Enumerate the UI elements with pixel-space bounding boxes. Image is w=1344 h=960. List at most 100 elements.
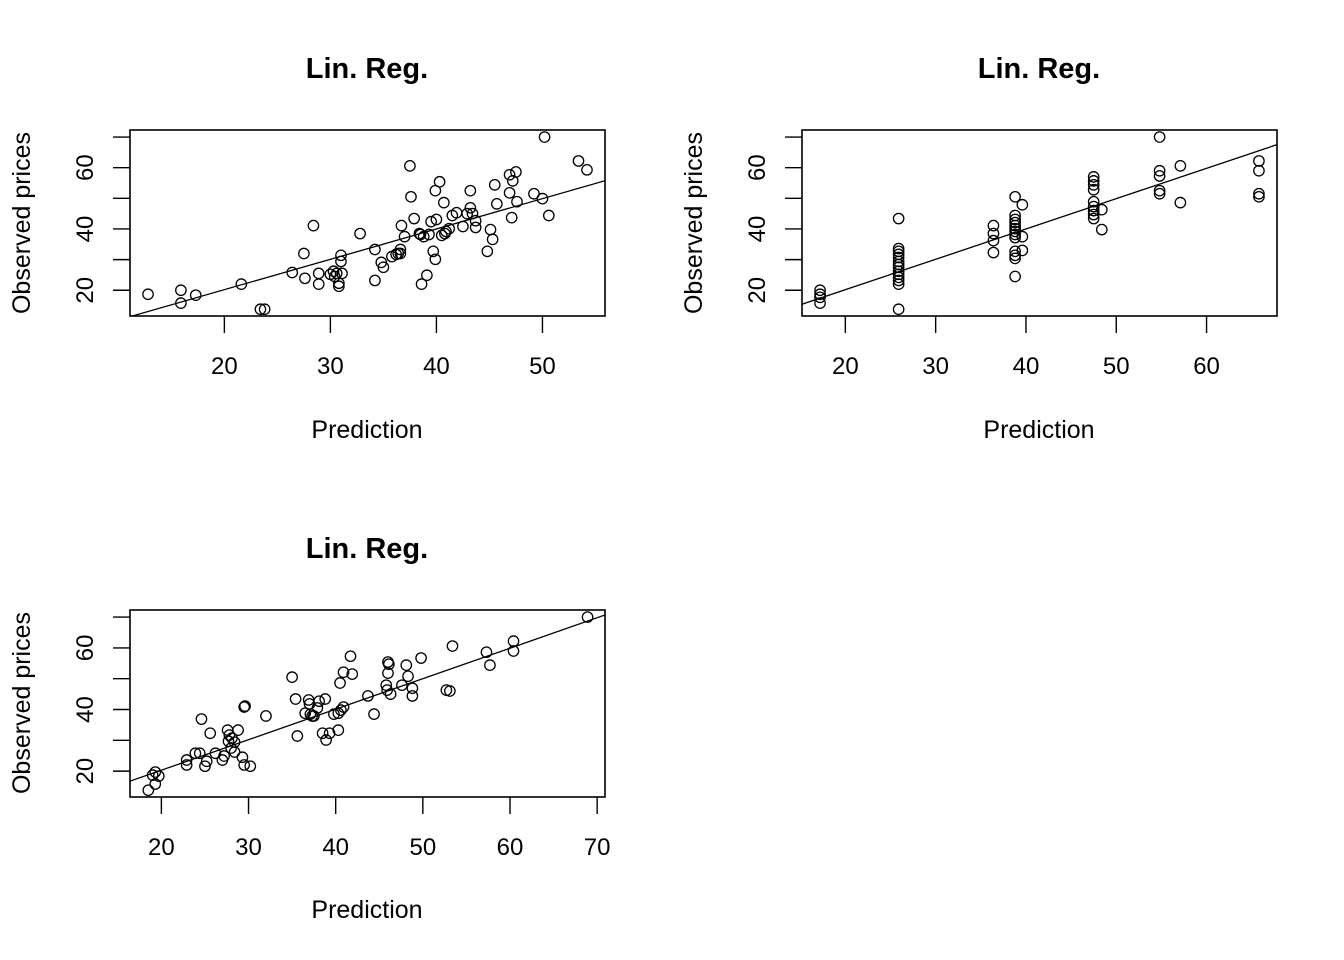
panel-1-data-point [235,278,248,290]
panel-1-xlabel: Prediction [311,416,422,444]
panel-2-data-point [1253,187,1265,200]
panel-3-data-point [400,659,413,671]
panel-1-data-point [572,155,585,167]
panel-1-data-point [437,196,450,209]
panel-2-data-point [1253,155,1265,167]
panel-3-data-point [396,679,408,692]
panel-3-data-point [507,635,520,647]
panel-3-data-point [149,766,162,778]
panel-2-data-point [987,227,1000,240]
panel-2-data-point [1087,171,1100,183]
panel-3-data-point [406,682,419,695]
panel-3-data-point [480,646,493,659]
panel-3-data-point [199,760,211,773]
panel-3-data-point [334,677,346,689]
panel-3-data-point [200,755,213,768]
panel-1-data-point [469,221,482,234]
panel-2-data-point [1153,131,1166,143]
panel-1-data-point [335,255,347,268]
panel-2-ylabel: Observed prices [680,132,708,314]
panel-3-data-point [193,747,206,760]
panel-1-xtick-label: 20 [211,353,238,380]
panel-1-data-point [425,215,437,228]
panel-2-data-point [1009,231,1021,244]
panel-2-data-point [814,284,826,297]
panel-2-data-point [1016,244,1029,257]
panel-1-data-point [457,220,469,233]
panel-3-data-point [384,688,397,700]
panel-1-data-point [461,207,474,220]
panel-3-data-point [313,695,325,708]
panel-3-xtick-label: 40 [322,834,349,861]
panel-2-data-point [1174,160,1187,172]
panel-3-data-point [195,713,208,725]
panel-3-data-point [149,778,162,790]
panel-3: Lin. Reg. Prediction Observed prices 20 3… [8,533,611,924]
panel-1-data-point [369,274,381,287]
panel-1-data-point [327,265,340,278]
panel-2-data-point [892,303,905,316]
panel-1-data-point [542,209,555,222]
panel-1-data-point [423,228,435,241]
panel-2-data-point [1009,252,1021,265]
panel-1-ytick-label: 40 [72,216,99,243]
panel-1-xtick-label: 40 [423,353,450,380]
panel-1-data-point [421,269,433,282]
panel-3-data-point [239,700,251,712]
panel-2-ytick-label: 60 [744,154,771,181]
panel-3-data-point [289,693,302,705]
panel-3-data-point [337,701,350,713]
panel-3-data-point [291,730,304,742]
panel-3-data-point [381,684,393,696]
panel-1-data-point [175,284,187,297]
panel-1-data-point [394,243,407,256]
panel-3-data-point [311,702,324,714]
panel-2-data-point [1087,212,1100,225]
panel-1-data-point [405,190,417,203]
panel-1-data-point [395,219,408,232]
panel-3-data-point [444,685,456,697]
panel-1-data-point [335,249,347,262]
panel-1-data-point [466,207,479,220]
panel-2-data-point [892,265,905,278]
panel-3-ylabel: Observed prices [8,612,36,794]
panel-2-data-point [1087,179,1100,191]
panel-2-plot-frame [801,129,1278,317]
panel-2-data-point [1009,213,1021,226]
panel-2-data-point [1009,190,1021,203]
panel-1-marks: 20 30 40 50 20 40 60 [72,129,606,380]
panel-3-xlabel: Prediction [311,896,422,924]
panel-1-data-point [427,245,440,258]
panel-3-data-point [218,750,230,762]
panel-2-data-point [1016,230,1029,243]
panel-2-xtick-label: 40 [1013,353,1040,380]
panel-3-title: Lin. Reg. [306,533,428,565]
panel-1-data-point [258,303,271,316]
panel-2-data-point [987,219,1000,232]
panel-2-xtick-label: 60 [1193,353,1220,380]
panel-3-ytick-label: 60 [72,635,99,662]
panel-2-data-point [1153,164,1166,177]
panel-1-data-point [430,213,443,226]
panel-1-data-point [505,211,518,224]
panel-2-data-point [1095,223,1108,236]
panel-1-data-point [312,278,325,290]
panel-2-data-point [1016,198,1029,211]
panel-2-ytick-label: 40 [744,216,771,243]
panel-3-regression-line [130,614,605,782]
panel-3-data-point [228,746,241,758]
panel-1-data-point [469,214,482,227]
panel-1-data-point [415,278,428,290]
panel-1-data-point [443,222,455,235]
panel-1-data-point [488,179,501,191]
panel-3-xtick-label: 50 [409,834,436,861]
panel-3-data-point [337,666,350,679]
panel-1-xtick-label: 50 [529,353,556,380]
panel-3-data-point [308,710,320,722]
panel-2-data-point [892,271,905,284]
panel-1-data-point [464,184,477,197]
panel-3-data-point [232,724,244,736]
panel-2-xtick-label: 50 [1103,353,1130,380]
panel-3-data-point [204,727,217,740]
panel-1-data-point [503,168,516,181]
